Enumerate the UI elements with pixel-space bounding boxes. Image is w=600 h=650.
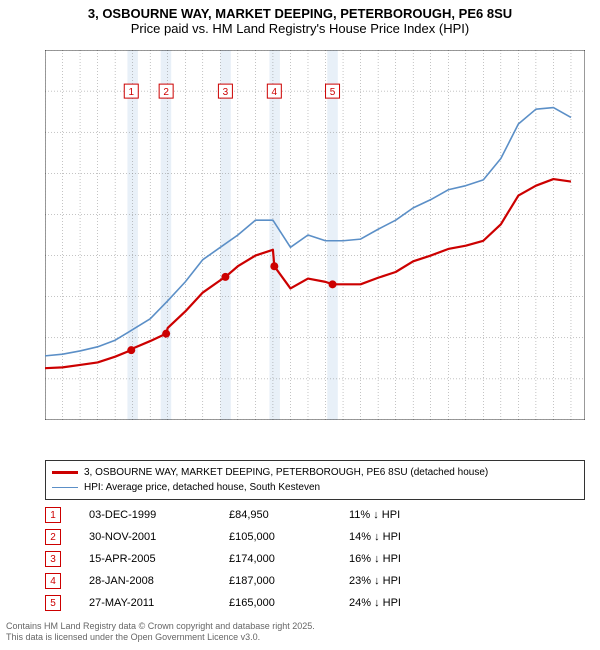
title-block: 3, OSBOURNE WAY, MARKET DEEPING, PETERBO… xyxy=(0,0,600,36)
chart-container: 3, OSBOURNE WAY, MARKET DEEPING, PETERBO… xyxy=(0,0,600,650)
title-line1: 3, OSBOURNE WAY, MARKET DEEPING, PETERBO… xyxy=(0,6,600,21)
sale-vs-hpi: 16% ↓ HPI xyxy=(349,553,469,565)
sale-date: 03-DEC-1999 xyxy=(89,509,229,521)
table-row: 5 27-MAY-2011£165,00024% ↓ HPI xyxy=(45,592,585,614)
sale-number-box: 5 xyxy=(45,595,61,611)
sale-vs-hpi: 24% ↓ HPI xyxy=(349,597,469,609)
sale-price: £174,000 xyxy=(229,553,349,565)
sale-price: £84,950 xyxy=(229,509,349,521)
legend-row: 3, OSBOURNE WAY, MARKET DEEPING, PETERBO… xyxy=(52,465,578,480)
sale-vs-hpi: 14% ↓ HPI xyxy=(349,531,469,543)
sale-number-box: 2 xyxy=(45,529,61,545)
sale-date: 15-APR-2005 xyxy=(89,553,229,565)
legend-label: HPI: Average price, detached house, Sout… xyxy=(84,482,320,493)
footer: Contains HM Land Registry data © Crown c… xyxy=(6,621,315,644)
table-row: 2 30-NOV-2001£105,00014% ↓ HPI xyxy=(45,526,585,548)
sale-date: 27-MAY-2011 xyxy=(89,597,229,609)
sale-number-box: 1 xyxy=(45,507,61,523)
sale-vs-hpi: 11% ↓ HPI xyxy=(349,509,469,521)
sale-date: 30-NOV-2001 xyxy=(89,531,229,543)
svg-text:5: 5 xyxy=(330,87,336,98)
sale-number-box: 4 xyxy=(45,573,61,589)
legend-swatch xyxy=(52,487,78,489)
price-chart: £0£50K£100K£150K£200K£250K£300K£350K£400… xyxy=(45,50,585,420)
sale-vs-hpi: 23% ↓ HPI xyxy=(349,575,469,587)
table-row: 4 28-JAN-2008£187,00023% ↓ HPI xyxy=(45,570,585,592)
legend-row: HPI: Average price, detached house, Sout… xyxy=(52,480,578,495)
title-line2: Price paid vs. HM Land Registry's House … xyxy=(0,21,600,36)
svg-text:4: 4 xyxy=(272,87,278,98)
svg-text:3: 3 xyxy=(223,87,229,98)
legend: 3, OSBOURNE WAY, MARKET DEEPING, PETERBO… xyxy=(45,460,585,500)
legend-label: 3, OSBOURNE WAY, MARKET DEEPING, PETERBO… xyxy=(84,467,488,478)
sale-date: 28-JAN-2008 xyxy=(89,575,229,587)
footer-line2: This data is licensed under the Open Gov… xyxy=(6,632,315,644)
sale-price: £165,000 xyxy=(229,597,349,609)
footer-line1: Contains HM Land Registry data © Crown c… xyxy=(6,621,315,633)
table-row: 3 15-APR-2005£174,00016% ↓ HPI xyxy=(45,548,585,570)
table-row: 1 03-DEC-1999£84,95011% ↓ HPI xyxy=(45,504,585,526)
sale-price: £105,000 xyxy=(229,531,349,543)
legend-swatch xyxy=(52,471,78,473)
sale-price: £187,000 xyxy=(229,575,349,587)
sales-table: 1 03-DEC-1999£84,95011% ↓ HPI 2 30-NOV-2001… xyxy=(45,504,585,614)
svg-text:1: 1 xyxy=(128,87,134,98)
svg-text:2: 2 xyxy=(163,87,169,98)
sale-number-box: 3 xyxy=(45,551,61,567)
